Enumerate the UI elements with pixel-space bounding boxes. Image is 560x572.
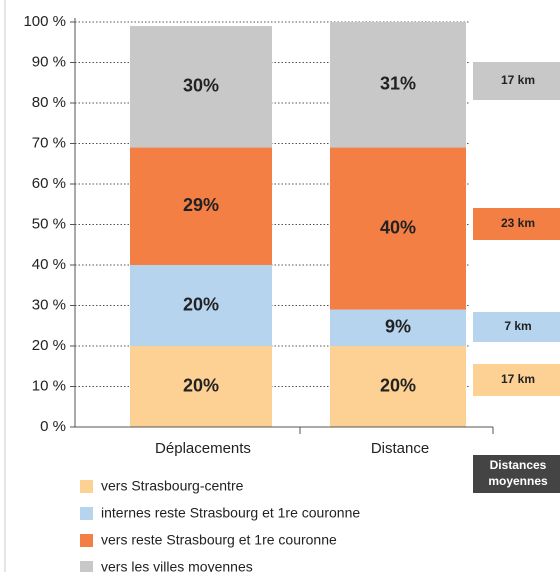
bar-segment bbox=[130, 26, 272, 148]
value-label: 31% bbox=[380, 74, 416, 94]
distance-label: 23 km bbox=[501, 216, 535, 230]
y-tick-label: 30 % bbox=[32, 296, 66, 313]
value-label: 20% bbox=[183, 294, 219, 314]
legend-swatch bbox=[80, 507, 93, 520]
legend-label: vers Strasbourg-centre bbox=[101, 478, 244, 494]
legend-label: vers les villes moyennes bbox=[101, 559, 253, 572]
bar-segment bbox=[330, 309, 466, 346]
y-tick-label: 40 % bbox=[32, 256, 66, 273]
y-tick-label: 100 % bbox=[23, 13, 66, 30]
distance-box bbox=[473, 208, 560, 240]
value-label: 30% bbox=[183, 76, 219, 96]
y-tick-label: 10 % bbox=[32, 377, 66, 394]
bar-segment bbox=[330, 22, 466, 148]
legend-swatch bbox=[80, 561, 93, 572]
distance-label: 17 km bbox=[501, 372, 535, 386]
side-title: Distances moyennes bbox=[488, 458, 548, 488]
value-label: 29% bbox=[183, 195, 219, 215]
value-label: 40% bbox=[380, 217, 416, 237]
bar-segment bbox=[130, 346, 272, 427]
y-tick-label: 70 % bbox=[32, 134, 66, 151]
bar-segment bbox=[330, 147, 466, 310]
y-tick-label: 80 % bbox=[32, 94, 66, 111]
distance-box bbox=[473, 62, 560, 100]
y-tick-label: 90 % bbox=[32, 53, 66, 70]
distance-label: 7 km bbox=[504, 319, 531, 333]
value-label: 20% bbox=[183, 375, 219, 395]
x-tick-label: Distance bbox=[371, 440, 429, 457]
value-label: 20% bbox=[380, 375, 416, 395]
bar-segment bbox=[130, 265, 272, 346]
legend-swatch bbox=[80, 480, 93, 493]
y-tick-label: 0 % bbox=[40, 418, 66, 435]
y-tick-label: 50 % bbox=[32, 215, 66, 232]
side-title-box bbox=[473, 455, 560, 493]
distance-box bbox=[473, 364, 560, 396]
x-tick-label: Déplacements bbox=[155, 440, 251, 457]
distance-label: 17 km bbox=[501, 73, 535, 87]
legend-label: internes reste Strasbourg et 1re couronn… bbox=[101, 505, 360, 521]
legend-swatch bbox=[80, 534, 93, 547]
y-tick-label: 20 % bbox=[32, 337, 66, 354]
bar-segment bbox=[130, 147, 272, 265]
value-label: 9% bbox=[385, 317, 411, 337]
bar-segment bbox=[330, 346, 466, 427]
y-tick-label: 60 % bbox=[32, 175, 66, 192]
distance-box bbox=[473, 312, 560, 342]
legend-label: vers reste Strasbourg et 1re couronne bbox=[101, 532, 337, 548]
